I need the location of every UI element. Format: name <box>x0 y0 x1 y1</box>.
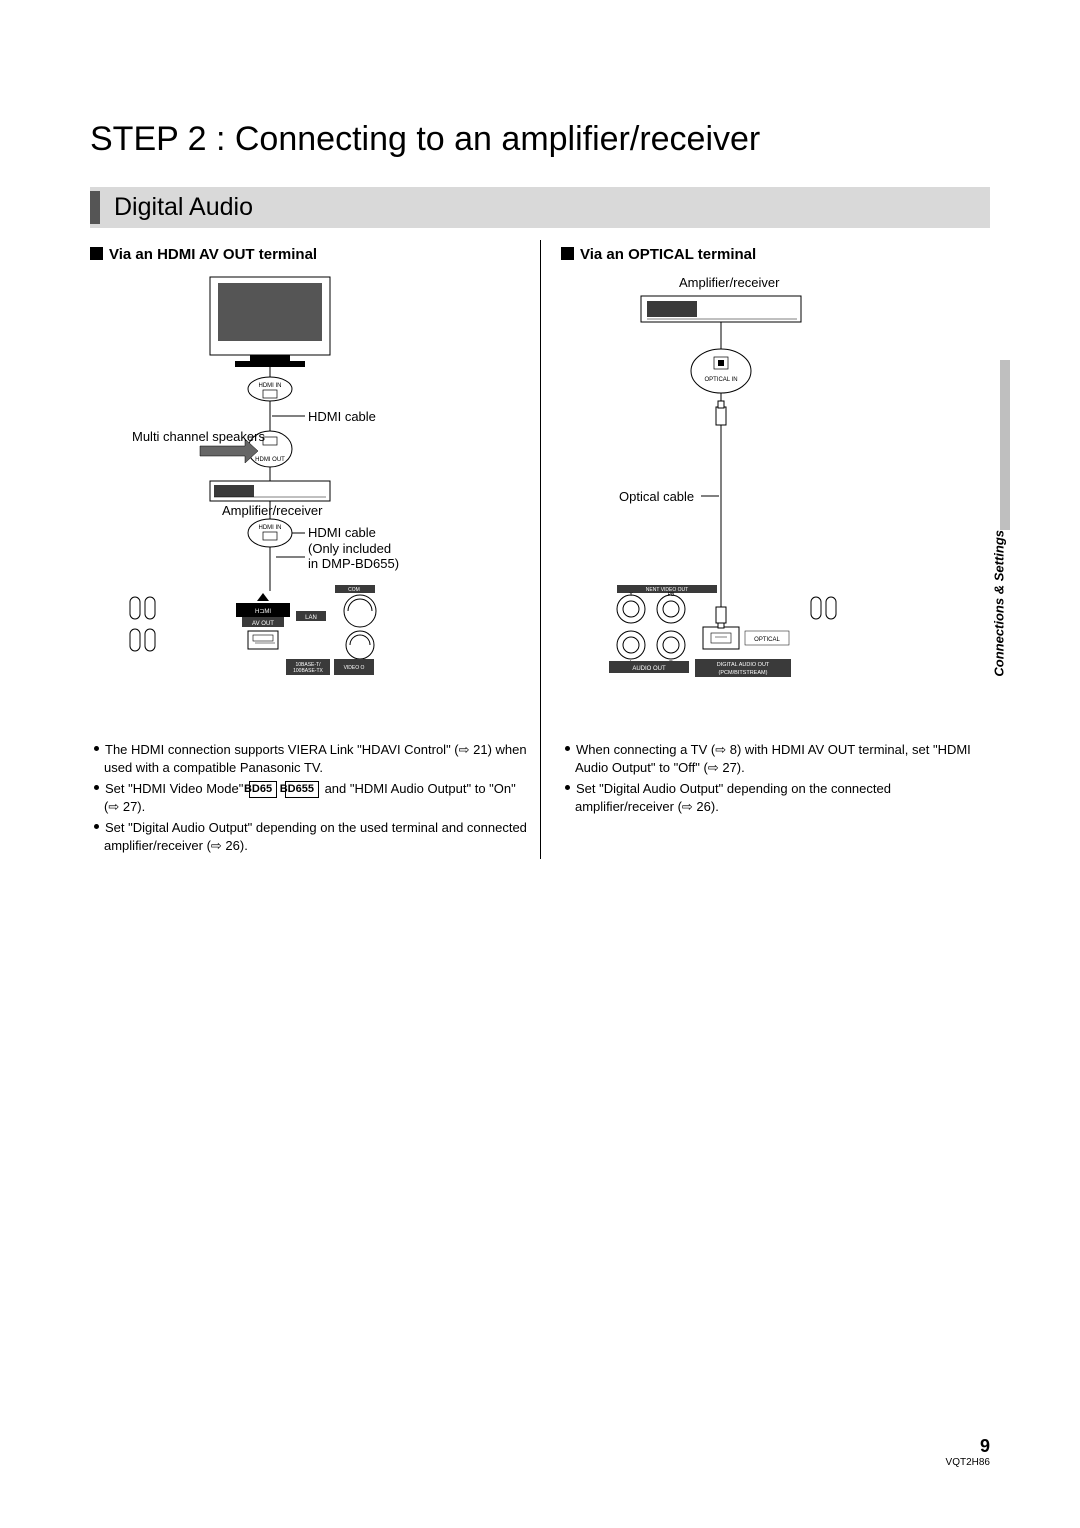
svg-text:OPTICAL IN: OPTICAL IN <box>704 377 737 383</box>
svg-text:H⊐MI: H⊐MI <box>255 609 271 615</box>
square-icon <box>90 247 103 260</box>
note-item: When connecting a TV (⇨ 8) with HDMI AV … <box>561 741 980 776</box>
model-badge: BD655 <box>285 781 319 798</box>
heading-hdmi: Via an HDMI AV OUT terminal <box>90 246 530 263</box>
square-icon <box>561 247 574 260</box>
page-footer: 9 VQT2H86 <box>946 1436 990 1468</box>
diagram-optical: OPTICAL IN NENT VIDEO OUT <box>561 271 980 701</box>
notes-optical: When connecting a TV (⇨ 8) with HDMI AV … <box>561 741 980 815</box>
label-amplifier-r: Amplifier/receiver <box>679 275 779 291</box>
note-item: Set "Digital Audio Output" depending on … <box>561 780 980 815</box>
svg-text:(PCM/BITSTREAM): (PCM/BITSTREAM) <box>719 670 768 676</box>
section-header: Digital Audio <box>90 187 990 228</box>
label-amplifier: Amplifier/receiver <box>222 503 322 519</box>
svg-text:HDMI IN: HDMI IN <box>259 525 282 531</box>
note-item: Set "HDMI Video Mode" BD65 BD655 and "HD… <box>90 780 530 815</box>
page-title: STEP 2 : Connecting to an amplifier/rece… <box>90 120 990 159</box>
side-section-label: Connections & Settings <box>992 530 1007 677</box>
column-hdmi: Via an HDMI AV OUT terminal HDMI IN <box>90 240 540 859</box>
svg-text:AV OUT: AV OUT <box>252 621 274 627</box>
svg-text:VIDEO O: VIDEO O <box>344 665 365 671</box>
note-item: The HDMI connection supports VIERA Link … <box>90 741 530 776</box>
label-hdmi-cable-2: HDMI cable (Only included in DMP-BD655) <box>308 525 399 572</box>
doc-code: VQT2H86 <box>946 1457 990 1468</box>
section-accent <box>90 191 100 224</box>
svg-text:HDMI IN: HDMI IN <box>259 383 282 389</box>
notes-hdmi: The HDMI connection supports VIERA Link … <box>90 741 530 855</box>
section-title: Digital Audio <box>114 191 253 224</box>
label-multi-channel: Multi channel speakers <box>132 429 265 445</box>
svg-text:COM: COM <box>348 587 360 593</box>
heading-optical-text: Via an OPTICAL terminal <box>580 246 756 263</box>
svg-text:OPTICAL: OPTICAL <box>754 637 780 643</box>
side-tab <box>1000 360 1010 530</box>
svg-text:100BASE-TX: 100BASE-TX <box>293 668 323 674</box>
label-hdmi-cable-1: HDMI cable <box>308 409 376 425</box>
svg-text:HDMI OUT: HDMI OUT <box>255 457 285 463</box>
heading-hdmi-text: Via an HDMI AV OUT terminal <box>109 246 317 263</box>
column-optical: Via an OPTICAL terminal OPTICAL IN <box>540 240 990 859</box>
model-badge: BD65 <box>249 781 277 798</box>
page-number: 9 <box>946 1436 990 1457</box>
svg-text:AUDIO OUT: AUDIO OUT <box>632 666 666 672</box>
svg-text:LAN: LAN <box>305 615 317 621</box>
svg-text:DIGITAL AUDIO OUT: DIGITAL AUDIO OUT <box>717 662 770 668</box>
label-optical-cable: Optical cable <box>619 489 694 505</box>
note-item: Set "Digital Audio Output" depending on … <box>90 819 530 854</box>
diagram-hdmi: HDMI IN HDMI OUT <box>90 271 530 701</box>
heading-optical: Via an OPTICAL terminal <box>561 246 980 263</box>
svg-text:PB: PB <box>668 592 675 598</box>
